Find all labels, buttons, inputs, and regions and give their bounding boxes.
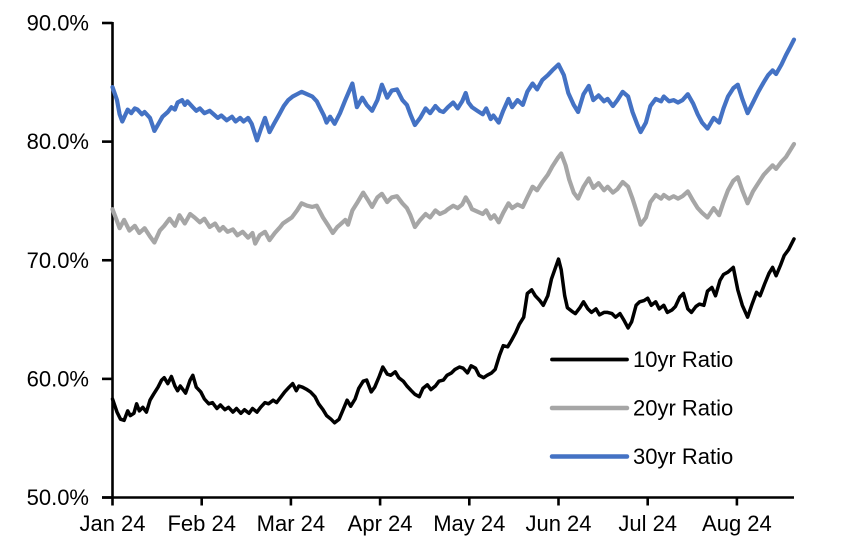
- legend-label-20yr-ratio: 20yr Ratio: [633, 396, 733, 421]
- series-line-30yr-ratio: [110, 37, 797, 143]
- series-line-10yr-ratio: [110, 237, 796, 425]
- axes-layer: 50.0% 60.0% 70.0% 80.0% 90.0% Jan 24 Feb 24 Mar…: [27, 11, 794, 536]
- x-axis-tick-label: May 24: [433, 511, 505, 536]
- y-axis-tick-label: 60.0%: [27, 366, 89, 391]
- x-axis-tick-label: Mar 24: [257, 511, 325, 536]
- legend-label-10yr-ratio: 10yr Ratio: [633, 347, 733, 372]
- y-axis-tick-label: 70.0%: [27, 248, 89, 273]
- series-layer: [110, 37, 797, 425]
- y-axis-tick-label: 90.0%: [27, 11, 89, 36]
- y-axis-tick-label: 80.0%: [27, 129, 89, 154]
- x-axis-tick-label: Feb 24: [167, 511, 236, 536]
- x-axis-tick-label: Aug 24: [702, 511, 772, 536]
- legend-label-30yr-ratio: 30yr Ratio: [633, 444, 733, 469]
- x-axis-tick-label: Jun 24: [525, 511, 591, 536]
- legend-layer: 10yr Ratio 20yr Ratio 30yr Ratio: [549, 347, 733, 469]
- x-axis-tick-label: Jul 24: [618, 511, 677, 536]
- x-axis-tick-label: Apr 24: [348, 511, 413, 536]
- series-line-20yr-ratio: [110, 141, 797, 246]
- y-axis-tick-label: 50.0%: [27, 485, 89, 510]
- x-axis-tick-label: Jan 24: [79, 511, 145, 536]
